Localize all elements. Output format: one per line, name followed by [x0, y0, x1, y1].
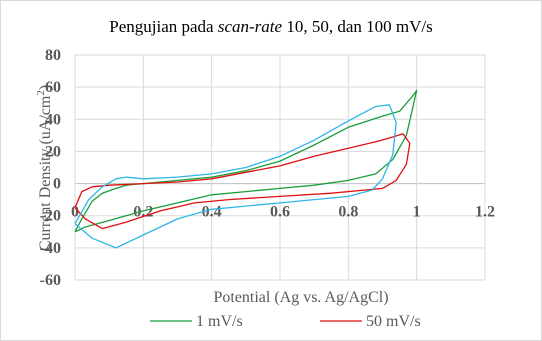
title-part-0: Pengujian pada: [109, 17, 218, 36]
y-axis-label-sup: 2: [35, 90, 47, 96]
title-part-2: 10, 50, dan 100 mV/s: [282, 17, 433, 36]
y-tick-label: 40: [45, 111, 61, 128]
legend-label: 1 mV/s: [196, 313, 243, 330]
y-tick-label: 0: [53, 176, 61, 193]
y-tick-label: -40: [40, 240, 61, 257]
x-tick-label: 1: [413, 204, 421, 221]
legend: 1 mV/s 50 mV/s: [150, 313, 421, 330]
series-line-1: [74, 89, 418, 233]
y-tick-label: 60: [45, 79, 61, 96]
x-tick-label: 0.4: [202, 204, 222, 221]
y-tick-label: -60: [40, 272, 61, 289]
y-tick-label: 80: [45, 47, 61, 64]
series-line-2: [74, 133, 411, 230]
y-tick-label: -20: [40, 208, 61, 225]
series-line-3: [74, 104, 397, 249]
x-tick-label: 1.2: [475, 204, 495, 221]
y-axis-label-end: ): [37, 85, 54, 90]
title-part-1: scan-rate: [218, 17, 283, 36]
series-lines: [74, 89, 418, 249]
x-axis-label: Potential (Ag vs. Ag/AgCl): [213, 289, 388, 306]
grid-lines: [74, 54, 486, 281]
legend-label: 50 mV/s: [366, 313, 421, 330]
x-tick-label: 0.8: [338, 204, 358, 221]
x-tick-label: 0.2: [133, 204, 153, 221]
y-tick-label: 20: [45, 143, 61, 160]
x-tick-label: 0: [71, 204, 79, 221]
y-axis-label-main: Current Density (uA/cm: [37, 95, 54, 251]
y-axis-label: Current Density (uA/cm2): [35, 85, 54, 251]
chart-title: Pengujian pada scan-rate 10, 50, dan 100…: [109, 17, 432, 36]
tick-labels: -60 -40 -20 0 20 40 60 80 0 0.2 0.4 0.6 0.8 1 1.2: [40, 47, 495, 289]
x-tick-label: 0.6: [270, 204, 290, 221]
